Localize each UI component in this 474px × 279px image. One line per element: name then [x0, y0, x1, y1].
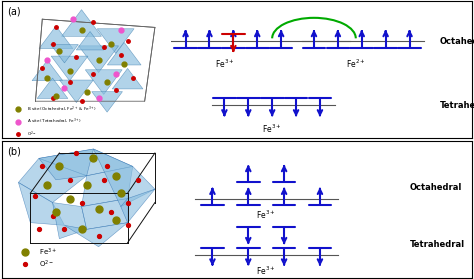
- Text: Fe$^{3+}$: Fe$^{3+}$: [39, 246, 57, 258]
- Polygon shape: [79, 46, 118, 73]
- Polygon shape: [82, 166, 133, 206]
- Text: Fe$^{2+}$: Fe$^{2+}$: [346, 58, 365, 70]
- Polygon shape: [85, 70, 122, 94]
- Polygon shape: [107, 42, 141, 65]
- Polygon shape: [97, 29, 134, 53]
- Polygon shape: [51, 44, 78, 63]
- Polygon shape: [39, 149, 133, 176]
- Text: (a): (a): [7, 7, 21, 17]
- Polygon shape: [51, 56, 88, 81]
- Polygon shape: [92, 92, 122, 112]
- Polygon shape: [18, 158, 87, 203]
- Polygon shape: [62, 9, 101, 36]
- Text: Octahedral: Octahedral: [410, 183, 462, 192]
- Text: Tetrahedral: Tetrahedral: [439, 101, 474, 110]
- Polygon shape: [39, 26, 73, 49]
- Polygon shape: [76, 32, 104, 50]
- Text: Fe$^{3+}$: Fe$^{3+}$: [215, 58, 234, 70]
- Polygon shape: [112, 68, 143, 89]
- Polygon shape: [37, 78, 68, 98]
- Polygon shape: [32, 60, 63, 81]
- Text: Tetrahedral: Tetrahedral: [410, 240, 465, 249]
- Text: A site (Tetrahedral, Fe$^{3+}$): A site (Tetrahedral, Fe$^{3+}$): [27, 117, 82, 126]
- Text: Octahedral: Octahedral: [439, 37, 474, 45]
- Text: Fe$^{3+}$: Fe$^{3+}$: [256, 208, 276, 221]
- Polygon shape: [121, 189, 155, 223]
- Text: (b): (b): [7, 146, 21, 157]
- Polygon shape: [60, 80, 93, 103]
- Text: O$^{2-}$: O$^{2-}$: [27, 129, 36, 139]
- Text: O$^{2-}$: O$^{2-}$: [39, 259, 54, 270]
- Polygon shape: [18, 182, 64, 225]
- Polygon shape: [53, 203, 87, 239]
- Polygon shape: [64, 223, 128, 247]
- Text: Fe$^{3+}$: Fe$^{3+}$: [263, 122, 282, 135]
- Polygon shape: [39, 149, 93, 180]
- Text: B site (Octahedral, Fe$^{2+}$ & Fe$^{3+}$): B site (Octahedral, Fe$^{2+}$ & Fe$^{3+}…: [27, 105, 97, 114]
- Polygon shape: [93, 149, 155, 206]
- Text: Fe$^{3+}$: Fe$^{3+}$: [256, 264, 276, 277]
- Polygon shape: [82, 199, 128, 229]
